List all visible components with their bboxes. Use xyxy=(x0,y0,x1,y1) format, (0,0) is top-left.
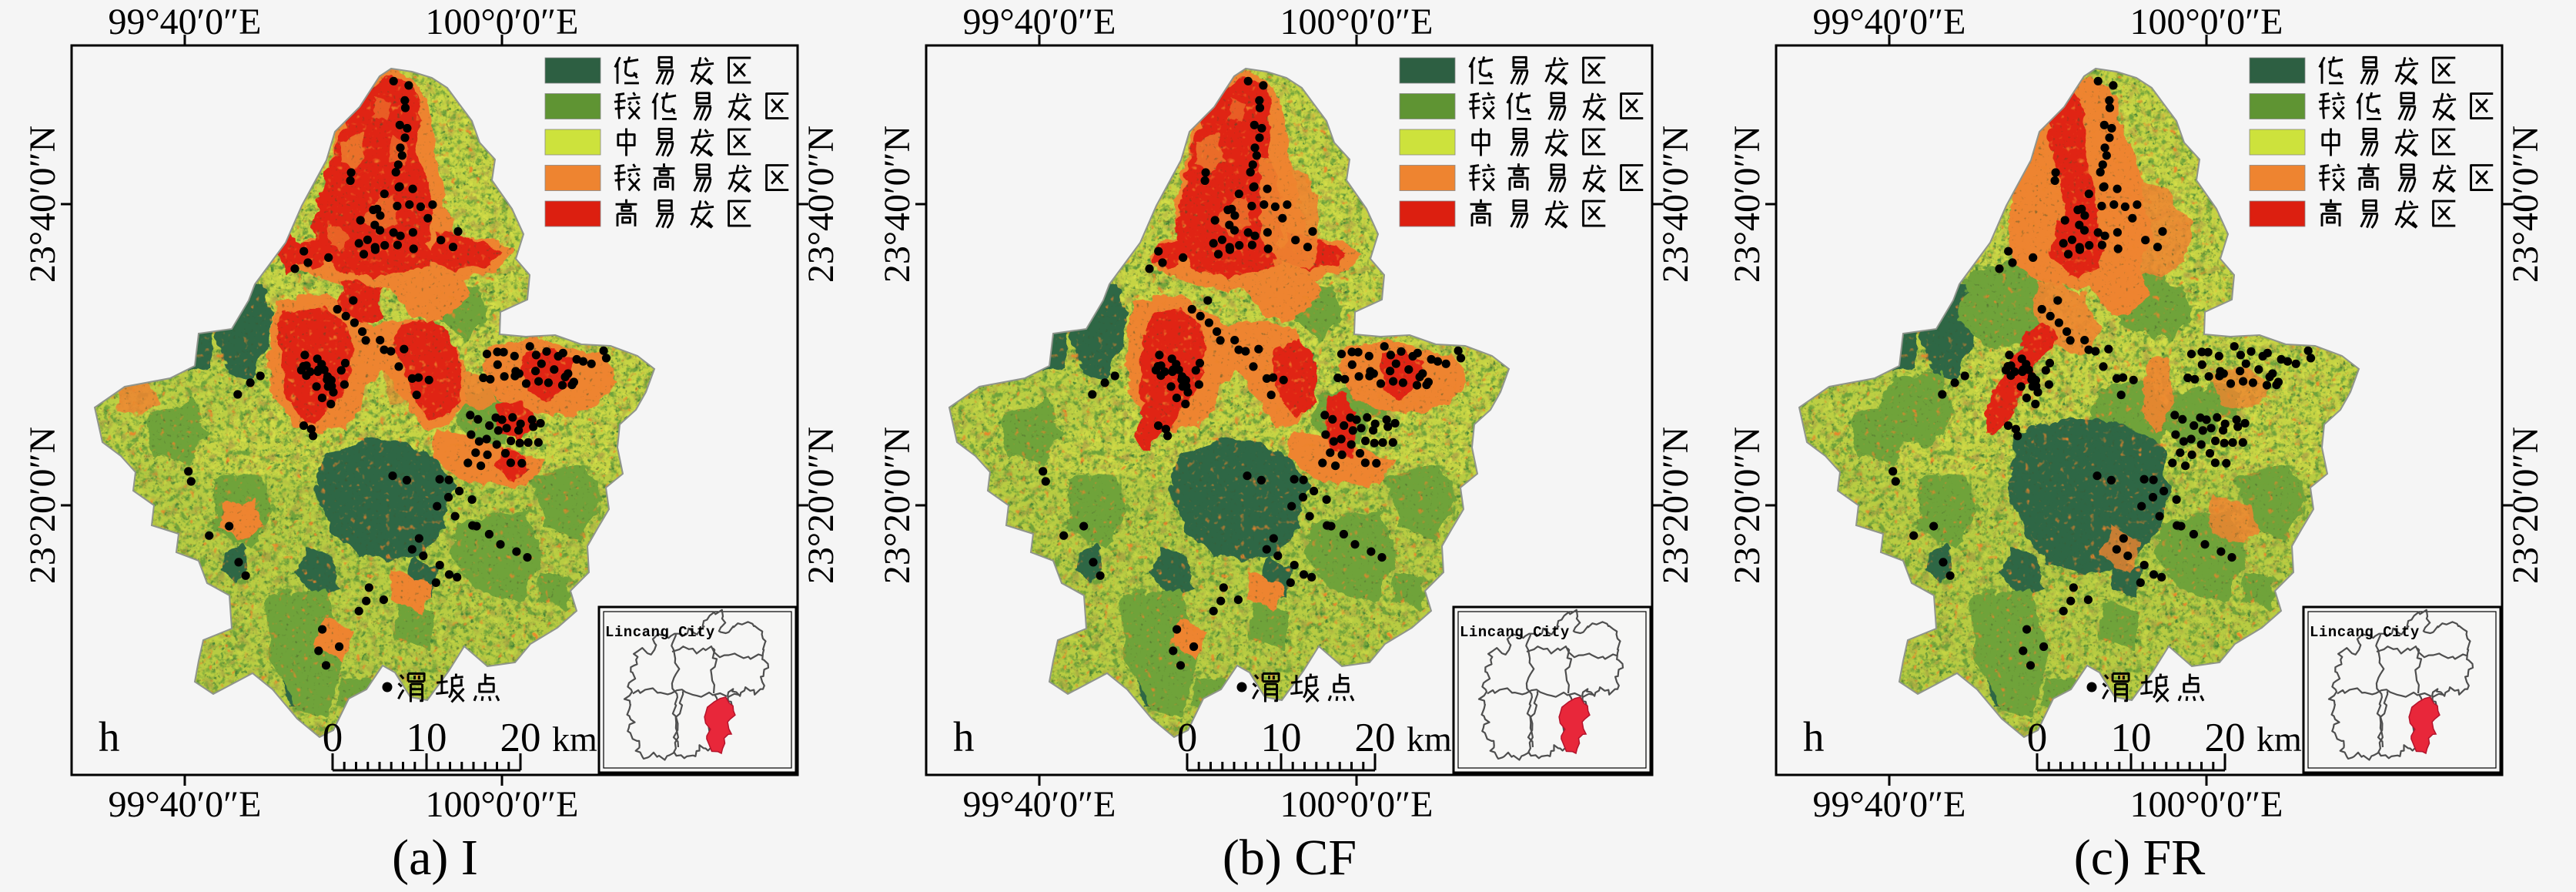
svg-text:h: h xyxy=(1803,713,1825,760)
svg-text:23°20′0″N: 23°20′0″N xyxy=(2505,427,2546,584)
svg-text:99°40′0″E: 99°40′0″E xyxy=(962,2,1116,42)
svg-text:Lincang City: Lincang City xyxy=(2310,624,2420,641)
svg-text:23°20′0″N: 23°20′0″N xyxy=(22,427,63,584)
svg-text:20: 20 xyxy=(1355,716,1396,760)
svg-text:99°40′0″E: 99°40′0″E xyxy=(108,2,261,42)
svg-text:23°20′0″N: 23°20′0″N xyxy=(801,427,841,584)
svg-text:100°0′0″E: 100°0′0″E xyxy=(1280,2,1433,42)
svg-text:20: 20 xyxy=(2205,716,2246,760)
svg-text:23°20′0″N: 23°20′0″N xyxy=(877,427,918,584)
svg-text:0: 0 xyxy=(1177,716,1198,760)
svg-text:99°40′0″E: 99°40′0″E xyxy=(108,784,261,825)
svg-text:km: km xyxy=(2257,719,2302,759)
svg-text:100°0′0″E: 100°0′0″E xyxy=(2129,2,2283,42)
svg-text:h: h xyxy=(99,713,120,760)
svg-text:23°40′0″N: 23°40′0″N xyxy=(2505,126,2546,283)
svg-text:99°40′0″E: 99°40′0″E xyxy=(1812,2,1965,42)
svg-text:23°20′0″N: 23°20′0″N xyxy=(1655,427,1696,584)
svg-text:99°40′0″E: 99°40′0″E xyxy=(962,784,1116,825)
svg-text:100°0′0″E: 100°0′0″E xyxy=(1280,784,1433,825)
svg-text:100°0′0″E: 100°0′0″E xyxy=(425,2,578,42)
svg-text:10: 10 xyxy=(406,716,447,760)
svg-text:(c) FR: (c) FR xyxy=(2074,830,2205,886)
svg-text:(b) CF: (b) CF xyxy=(1223,830,1357,886)
svg-text:Lincang City: Lincang City xyxy=(605,624,715,641)
svg-text:km: km xyxy=(552,719,597,759)
svg-text:10: 10 xyxy=(1261,716,1302,760)
svg-text:100°0′0″E: 100°0′0″E xyxy=(425,784,578,825)
svg-text:23°40′0″N: 23°40′0″N xyxy=(1727,126,1768,283)
svg-text:100°0′0″E: 100°0′0″E xyxy=(2129,784,2283,825)
svg-text:0: 0 xyxy=(323,716,343,760)
svg-text:(a) I: (a) I xyxy=(392,830,478,886)
svg-text:20: 20 xyxy=(500,716,541,760)
svg-text:h: h xyxy=(953,713,975,760)
svg-text:23°40′0″N: 23°40′0″N xyxy=(801,126,841,283)
svg-text:0: 0 xyxy=(2027,716,2048,760)
svg-text:99°40′0″E: 99°40′0″E xyxy=(1812,784,1965,825)
svg-text:Lincang City: Lincang City xyxy=(1460,624,1570,641)
svg-text:23°40′0″N: 23°40′0″N xyxy=(22,126,63,283)
svg-text:10: 10 xyxy=(2111,716,2152,760)
svg-text:23°40′0″N: 23°40′0″N xyxy=(1655,126,1696,283)
svg-text:km: km xyxy=(1407,719,1452,759)
svg-text:23°20′0″N: 23°20′0″N xyxy=(1727,427,1768,584)
svg-text:23°40′0″N: 23°40′0″N xyxy=(877,126,918,283)
